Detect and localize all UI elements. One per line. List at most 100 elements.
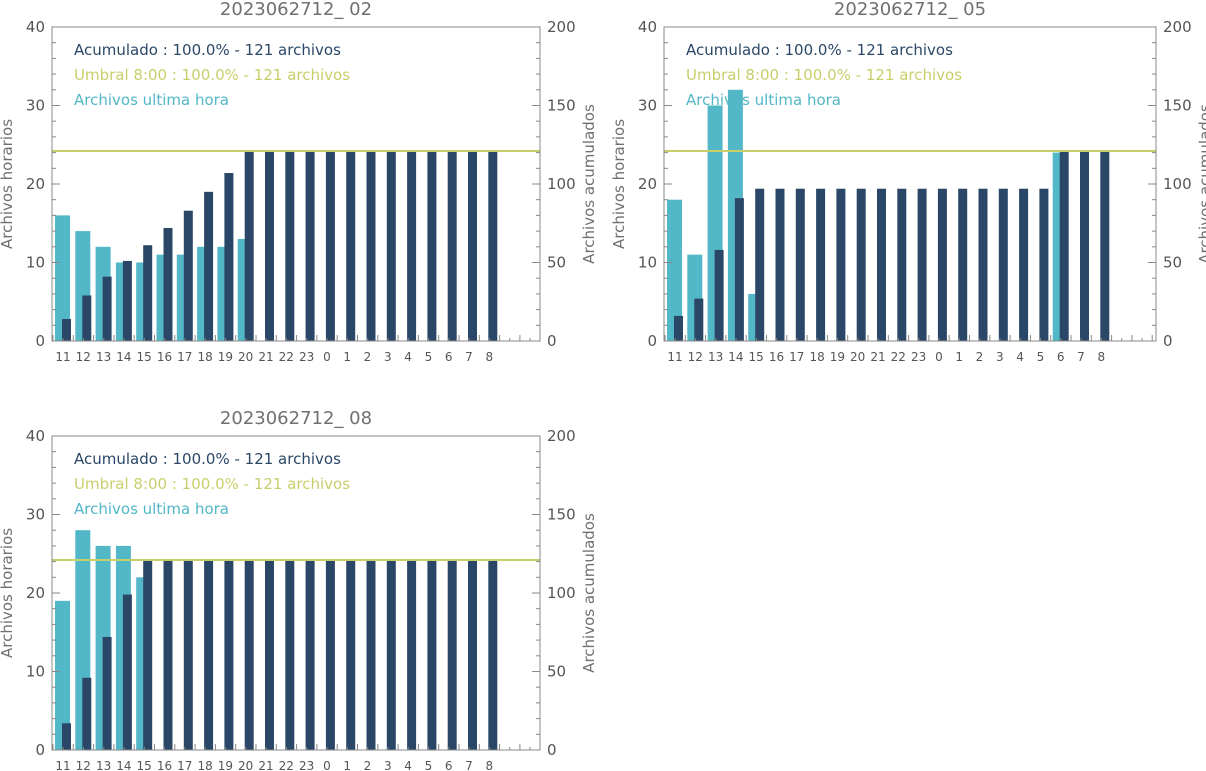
legend-entry: Umbral 8:00 : 100.0% - 121 archivos — [686, 66, 962, 84]
x-tick-label: 6 — [1057, 350, 1065, 364]
y-tick-label: 10 — [26, 663, 45, 681]
y-axis-label: Archivos horarios — [0, 528, 16, 658]
hourly-bar — [75, 231, 91, 341]
hourly-bar — [95, 246, 111, 341]
cumulative-bar — [183, 560, 193, 750]
cumulative-bar — [775, 188, 785, 341]
y-tick-label: 40 — [638, 18, 657, 36]
x-tick-label: 16 — [157, 350, 172, 364]
cumulative-bar — [143, 560, 153, 750]
y-tick-label: 10 — [638, 254, 657, 272]
cumulative-bar — [102, 636, 112, 750]
hourly-bar — [95, 545, 111, 750]
x-tick-label: 8 — [485, 759, 493, 771]
y-axis-label: Archivos horarios — [610, 119, 628, 249]
hourly-bar — [55, 215, 70, 341]
hourly-bar — [136, 262, 152, 341]
x-tick-label: 2 — [976, 350, 984, 364]
cumulative-bar — [244, 151, 254, 341]
x-tick-label: 14 — [116, 350, 131, 364]
x-tick-label: 12 — [76, 350, 91, 364]
hourly-bar — [75, 530, 91, 750]
y-tick-label: 40 — [26, 427, 45, 445]
x-tick-label: 3 — [384, 350, 392, 364]
cumulative-bar — [816, 188, 826, 341]
cumulative-bar — [1019, 188, 1029, 341]
cumulative-bar — [937, 188, 947, 341]
legend-entry: Acumulado : 100.0% - 121 archivos — [74, 41, 341, 59]
y-tick-label: 30 — [26, 506, 45, 524]
legend-entry: Umbral 8:00 : 100.0% - 121 archivos — [74, 66, 350, 84]
hourly-bar — [727, 89, 743, 341]
x-tick-label: 21 — [258, 350, 273, 364]
y-tick-label: 10 — [26, 254, 45, 272]
x-tick-label: 20 — [238, 350, 253, 364]
x-tick-label: 12 — [688, 350, 703, 364]
cumulative-bar — [265, 560, 274, 750]
x-tick-label: 23 — [299, 759, 314, 771]
y-tick-label: 0 — [647, 332, 657, 350]
x-tick-label: 11 — [55, 759, 70, 771]
x-tick-label: 21 — [258, 759, 273, 771]
x-tick-label: 12 — [76, 759, 91, 771]
y2-tick-label: 150 — [547, 506, 576, 524]
x-tick-label: 18 — [197, 759, 212, 771]
chart-title: 2023062712_ 08 — [220, 408, 372, 429]
x-tick-label: 3 — [996, 350, 1004, 364]
hourly-bar — [687, 254, 703, 341]
x-tick-label: 0 — [935, 350, 943, 364]
x-tick-label: 23 — [911, 350, 926, 364]
x-tick-label: 17 — [177, 350, 192, 364]
plot-frame — [51, 26, 541, 342]
x-tick-label: 0 — [323, 759, 331, 771]
cumulative-bar — [795, 188, 805, 341]
x-tick-label: 7 — [465, 350, 473, 364]
cumulative-bar — [734, 198, 744, 341]
cumulative-bar — [62, 723, 71, 750]
cumulative-bar — [163, 227, 173, 341]
cumulative-bar — [244, 560, 254, 750]
x-tick-label: 19 — [218, 350, 233, 364]
y2-tick-label: 200 — [547, 18, 576, 36]
y2-tick-label: 50 — [547, 663, 566, 681]
x-tick-label: 22 — [279, 759, 294, 771]
cumulative-bar — [755, 188, 765, 341]
cumulative-bar — [386, 560, 396, 750]
cumulative-bar — [917, 188, 927, 341]
cumulative-bar — [143, 245, 153, 341]
cumulative-bar — [488, 151, 498, 341]
legend-entry: Acumulado : 100.0% - 121 archivos — [686, 41, 953, 59]
legend-entry: Archivos ultima hora — [74, 91, 229, 109]
x-tick-label: 18 — [809, 350, 824, 364]
cumulative-bar — [62, 319, 71, 341]
cumulative-bar — [265, 151, 274, 341]
y2-tick-label: 150 — [1163, 97, 1192, 115]
hourly-bar — [136, 577, 152, 750]
cumulative-bar — [468, 560, 477, 750]
cumulative-bar — [183, 210, 193, 341]
x-tick-label: 1 — [955, 350, 963, 364]
x-tick-label: 6 — [445, 759, 453, 771]
hourly-bar — [237, 238, 253, 341]
y2-tick-label: 0 — [547, 332, 557, 350]
cumulative-bar — [1039, 188, 1049, 341]
hourly-bar — [115, 545, 131, 750]
y2-tick-label: 100 — [1163, 175, 1192, 193]
x-tick-label: 23 — [299, 350, 314, 364]
cumulative-bar — [897, 188, 907, 341]
cumulative-bar — [122, 260, 132, 341]
y2-tick-label: 0 — [1163, 332, 1173, 350]
x-tick-label: 16 — [157, 759, 172, 771]
y2-tick-label: 200 — [547, 427, 576, 445]
x-tick-label: 5 — [425, 350, 433, 364]
cumulative-bar — [204, 560, 214, 750]
cumulative-bar — [407, 151, 417, 341]
x-tick-label: 13 — [708, 350, 723, 364]
x-tick-label: 0 — [323, 350, 331, 364]
x-tick-label: 8 — [1097, 350, 1105, 364]
x-tick-label: 17 — [789, 350, 804, 364]
y2-tick-label: 200 — [1163, 18, 1192, 36]
cumulative-bar — [122, 594, 132, 750]
